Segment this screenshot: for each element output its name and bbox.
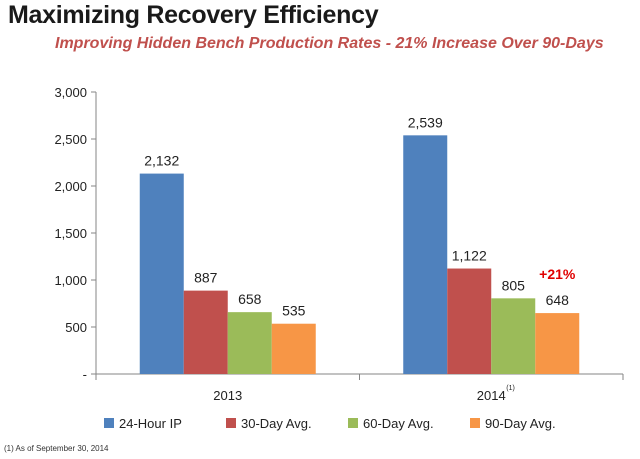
legend-label: 30-Day Avg. xyxy=(241,416,312,431)
y-tick-label: 3,000 xyxy=(54,85,87,100)
bar xyxy=(271,323,316,374)
data-label: 658 xyxy=(238,291,262,307)
chart-axes: - 500 1,000 1,500 2,000 2,500 3,000 2013 2014 (1) xyxy=(54,85,624,403)
x-tick-superscript: (1) xyxy=(506,385,515,392)
y-tick-label: 1,000 xyxy=(54,273,87,288)
chart-subtitle: Improving Hidden Bench Production Rates … xyxy=(55,35,604,52)
legend-swatch xyxy=(470,418,480,428)
bar xyxy=(227,312,272,374)
y-tick-label: 1,500 xyxy=(54,226,87,241)
data-label: 648 xyxy=(546,292,570,308)
data-label: 805 xyxy=(502,277,526,293)
chart-bars xyxy=(139,135,580,374)
data-label: 2,132 xyxy=(144,153,179,169)
y-tick-label: 500 xyxy=(65,320,87,335)
bar xyxy=(183,290,228,374)
data-label: 1,122 xyxy=(452,248,487,264)
legend-swatch xyxy=(348,418,358,428)
data-label: 887 xyxy=(194,270,218,286)
bar xyxy=(403,135,448,374)
legend-label: 24-Hour IP xyxy=(119,416,182,431)
chart-data-labels: 2,132 887 658 535 2,539 1,122 805 648 +21% xyxy=(144,114,576,318)
annotation-label: +21% xyxy=(539,266,576,282)
data-label: 2,539 xyxy=(408,114,443,130)
y-tick-label: 2,500 xyxy=(54,132,87,147)
legend-label: 60-Day Avg. xyxy=(363,416,434,431)
x-tick-label: 2014 xyxy=(477,388,506,403)
legend-swatch xyxy=(104,418,114,428)
legend-swatch xyxy=(226,418,236,428)
bar xyxy=(535,313,580,374)
bar xyxy=(139,173,184,374)
bar xyxy=(491,298,536,374)
chart-title: Maximizing Recovery Efficiency xyxy=(8,1,379,29)
y-tick-label: 2,000 xyxy=(54,179,87,194)
bar xyxy=(447,268,492,374)
footnote: (1) As of September 30, 2014 xyxy=(4,444,109,453)
y-tick-label: - xyxy=(83,367,87,382)
data-label: 535 xyxy=(282,303,306,319)
x-tick-label: 2013 xyxy=(213,388,242,403)
chart-legend: 24-Hour IP 30-Day Avg. 60-Day Avg. 90-Day A… xyxy=(104,416,556,431)
legend-label: 90-Day Avg. xyxy=(485,416,556,431)
